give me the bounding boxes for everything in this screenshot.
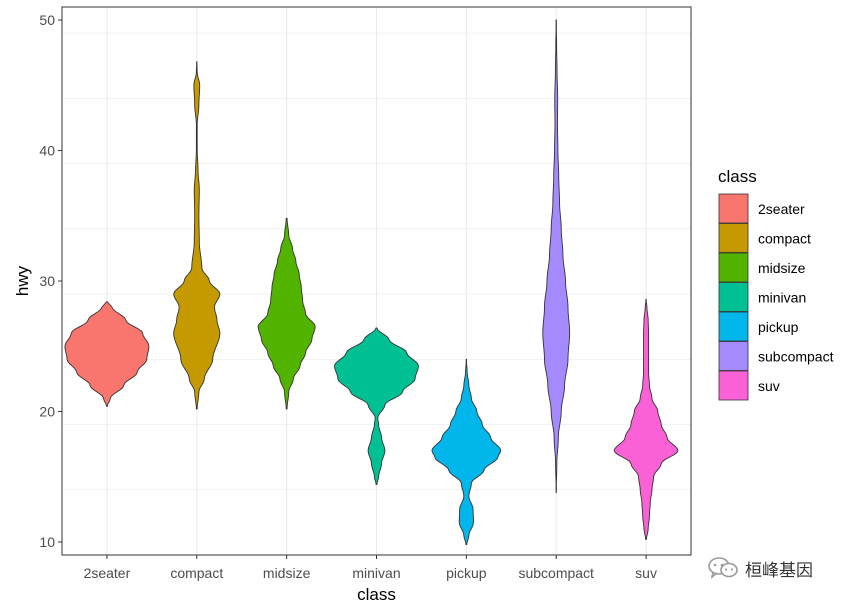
x-tick-label: compact: [170, 565, 223, 581]
y-tick-label: 10: [39, 534, 55, 550]
violin-2seater: [64, 301, 150, 407]
legend-key-midsize: [718, 252, 749, 283]
legend-label-compact: compact: [758, 231, 811, 247]
x-tick-label: 2seater: [84, 565, 131, 581]
x-tick-label: subcompact: [518, 565, 594, 581]
legend-title: class: [718, 167, 757, 186]
x-tick-label: pickup: [446, 565, 487, 581]
y-tick-label: 50: [39, 12, 55, 28]
watermark: 桓峰基因: [707, 556, 813, 581]
y-tick-label: 30: [39, 273, 55, 289]
legend-key-minivan: [718, 282, 749, 312]
x-axis-title: class: [357, 585, 396, 604]
legend-key-2seater: [718, 193, 749, 224]
x-tick-label: minivan: [352, 565, 400, 581]
legend-label-minivan: minivan: [758, 290, 806, 306]
y-tick-label: 20: [39, 403, 55, 419]
legend-label-midsize: midsize: [758, 260, 806, 276]
legend-label-suv: suv: [758, 378, 780, 394]
violins: [64, 19, 679, 546]
legend-label-subcompact: subcompact: [758, 349, 834, 365]
x-tick-label: midsize: [263, 565, 311, 581]
violin-compact: [173, 61, 221, 410]
legend-key-compact: [718, 223, 749, 253]
y-tick-label: 40: [39, 143, 55, 159]
legend: class 2seater compact midsize minivan pickup…: [718, 167, 834, 401]
violin-pickup: [431, 358, 502, 546]
legend-items: 2seater compact midsize minivan pickup subcom…: [718, 193, 834, 401]
legend-label-2seater: 2seater: [758, 201, 805, 217]
y-axis-title: hwy: [13, 265, 32, 296]
legend-key-subcompact: [718, 341, 749, 371]
x-axis-ticks: 2seater compact midsize minivan pickup subcom…: [84, 555, 657, 581]
legend-label-pickup: pickup: [758, 319, 799, 335]
x-tick-label: suv: [635, 565, 657, 581]
violin-suv: [613, 298, 679, 540]
violin-minivan: [334, 327, 419, 485]
legend-key-pickup: [718, 311, 749, 342]
legend-key-suv: [718, 370, 749, 401]
wechat-icon: [708, 557, 738, 579]
y-axis-ticks: 10 20 30 40 50: [39, 12, 62, 550]
violin-midsize: [257, 217, 316, 410]
watermark-text: 桓峰基因: [745, 560, 813, 581]
violin-subcompact: [542, 19, 571, 493]
